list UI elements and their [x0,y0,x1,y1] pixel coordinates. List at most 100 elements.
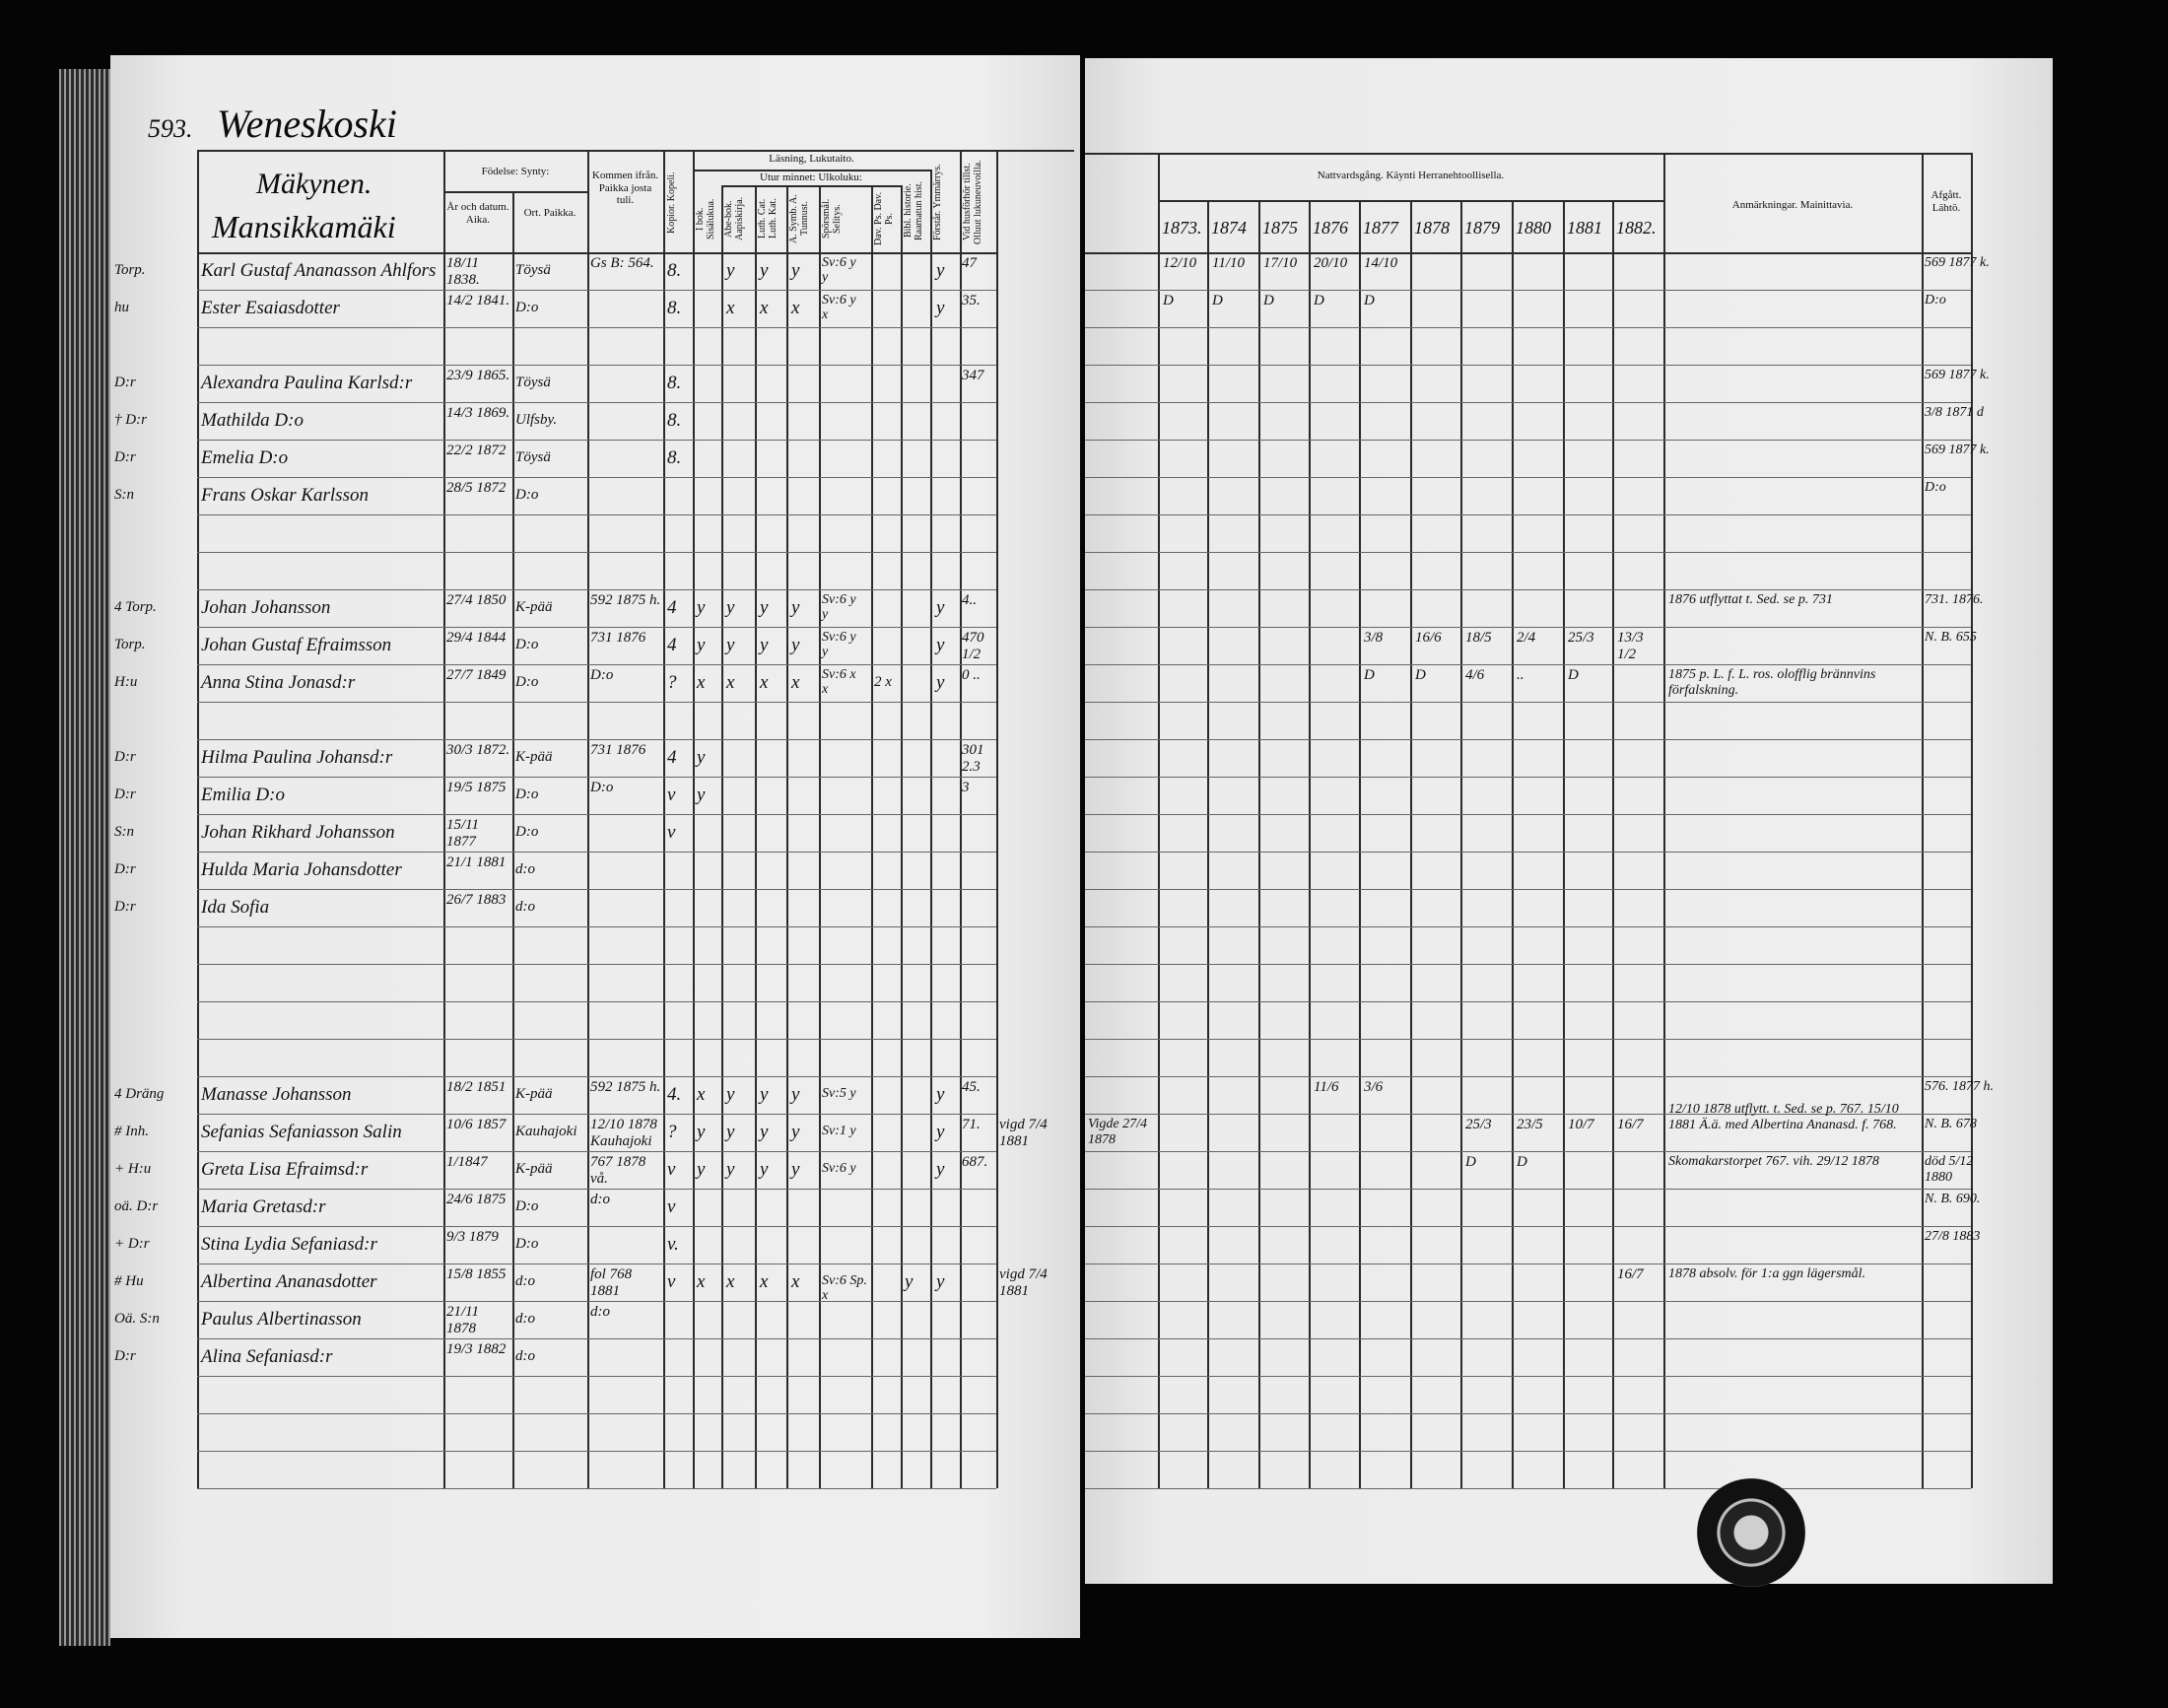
entry-departed: 3/8 1871 d [1925,405,1984,420]
entry-exam: 301 2.3 [962,742,984,775]
header-abc: Abe-bok. Aapiskirja. [723,196,745,241]
entry-copies: ? [667,1122,677,1142]
reading-questions: Sv:5 y [822,1086,856,1101]
entry-name: Stina Lydia Sefaniasd:r [201,1234,377,1255]
reading-questions-note: Sv:6 y [822,592,856,607]
reading-symbols: y [791,597,800,618]
entry-copies: 8. [667,260,682,281]
entry-exam: 347 [962,368,984,383]
row-rule [1085,477,1971,478]
entry-birth-date: 21/1 1881 [446,854,507,870]
row-rule [1085,1076,1971,1077]
reading-questions: Sv:6 Sp. x [822,1273,867,1304]
entry-copies: v [667,1196,676,1217]
row-rule [197,852,996,853]
year-header: 1874 [1211,218,1247,238]
row-rule [1085,290,1971,291]
entry-from: D:o [590,667,614,683]
row-rule [197,589,996,590]
entry-copies: v [667,1271,676,1292]
row-rule [1085,402,1971,403]
communion-date: D [1364,293,1375,308]
right-page [1085,58,2053,1584]
year-header: 1873. [1162,218,1202,238]
page-number: 593. [148,114,193,143]
row-rule [1085,964,1971,965]
header-birth: Födelse: Synty: [481,166,550,177]
communion-date: D [1415,667,1426,683]
header-reading: Läsning, Lukutaito. [769,153,854,165]
reading-questions: y [822,607,829,623]
entry-birth-place: D:o [515,674,539,690]
entry-prefix: D:r [114,786,136,802]
entry-birth-date: 1/1847 [446,1154,488,1170]
reading-symbols: x [791,298,800,318]
entry-copies: v. [667,1234,679,1255]
entry-copies: 8. [667,447,682,468]
archive-stamp [1697,1478,1805,1587]
entry-prefix: Torp. [114,262,146,278]
entry-birth-date: 18/2 1851 [446,1079,507,1095]
entry-birth-place: D:o [515,300,539,315]
entry-exam: 470 1/2 [962,630,984,662]
entry-name: Mathilda D:o [201,410,304,431]
column-rule [587,150,589,1488]
left-page [110,55,1080,1638]
entry-departed: D:o [1925,293,1946,307]
village-name: Weneskoski [217,102,397,146]
communion-date: 12/10 [1163,255,1197,271]
reading-symbols: y [791,635,800,655]
row-rule [197,1226,996,1227]
row-rule [197,365,996,366]
entry-birth-date: 15/11 1877 [446,817,480,850]
rule [1085,153,1971,155]
entry-exam: 0 .. [962,667,981,683]
year-header: 1877 [1363,218,1398,238]
entry-birth-place: D:o [515,637,539,652]
row-rule [1085,926,1971,927]
entry-departed: N. B. 690. [1925,1192,1981,1206]
column-rule [693,150,695,1488]
reading-questions: Sv:1 y [822,1124,856,1138]
reading-questions-cell: Sv:6 Sp. x [822,1273,869,1304]
entry-prefix: D:r [114,899,136,915]
column-rule [1922,153,1924,1488]
entry-name: Alexandra Paulina Karlsd:r [201,373,413,393]
entry-copies: ? [667,672,677,693]
entry-birth-place: Kauhajoki [515,1124,577,1139]
entry-copies: 4 [667,747,677,768]
entry-copies: v [667,1159,676,1180]
row-rule [1085,627,1971,628]
rule [1085,252,1971,254]
row-rule [197,1451,996,1452]
entry-exam: 3 [962,780,970,795]
row-rule [1085,814,1971,815]
entry-birth-date: 15/8 1855 [446,1266,507,1282]
entry-name: Paulus Albertinasson [201,1309,362,1330]
header-departed: Afgått. Lähtö. [1931,189,1962,214]
communion-date: 2/4 [1517,630,1536,646]
row-rule [197,926,996,927]
entry-from: 592 1875 h. [590,592,661,608]
entry-birth-place: d:o [515,861,535,877]
column-rule [871,185,873,1488]
column-rule [819,185,821,1488]
entry-birth-date: 19/5 1875 [446,780,507,795]
column-rule [960,150,962,1488]
row-rule [1085,514,1971,515]
entry-departed: 731. 1876. [1925,592,1984,607]
communion-date: 20/10 [1314,255,1348,271]
entry-prefix: † D:r [114,412,147,428]
row-rule [1085,1226,1971,1227]
column-rule [1612,200,1614,1488]
entry-name: Ida Sofia [201,897,270,918]
column-rule [197,150,199,1488]
entry-remark: 1875 p. L. f. L. ros. olofflig brännvins… [1668,667,1876,699]
entry-birth-place: Ulfsby. [515,412,558,428]
entry-prefix: + D:r [114,1236,150,1252]
reading-abc: y [726,260,735,281]
entry-name: Emelia D:o [201,447,289,468]
communion-date: D [1314,293,1324,308]
reading-questions-note: Sv:6 y [822,630,856,645]
